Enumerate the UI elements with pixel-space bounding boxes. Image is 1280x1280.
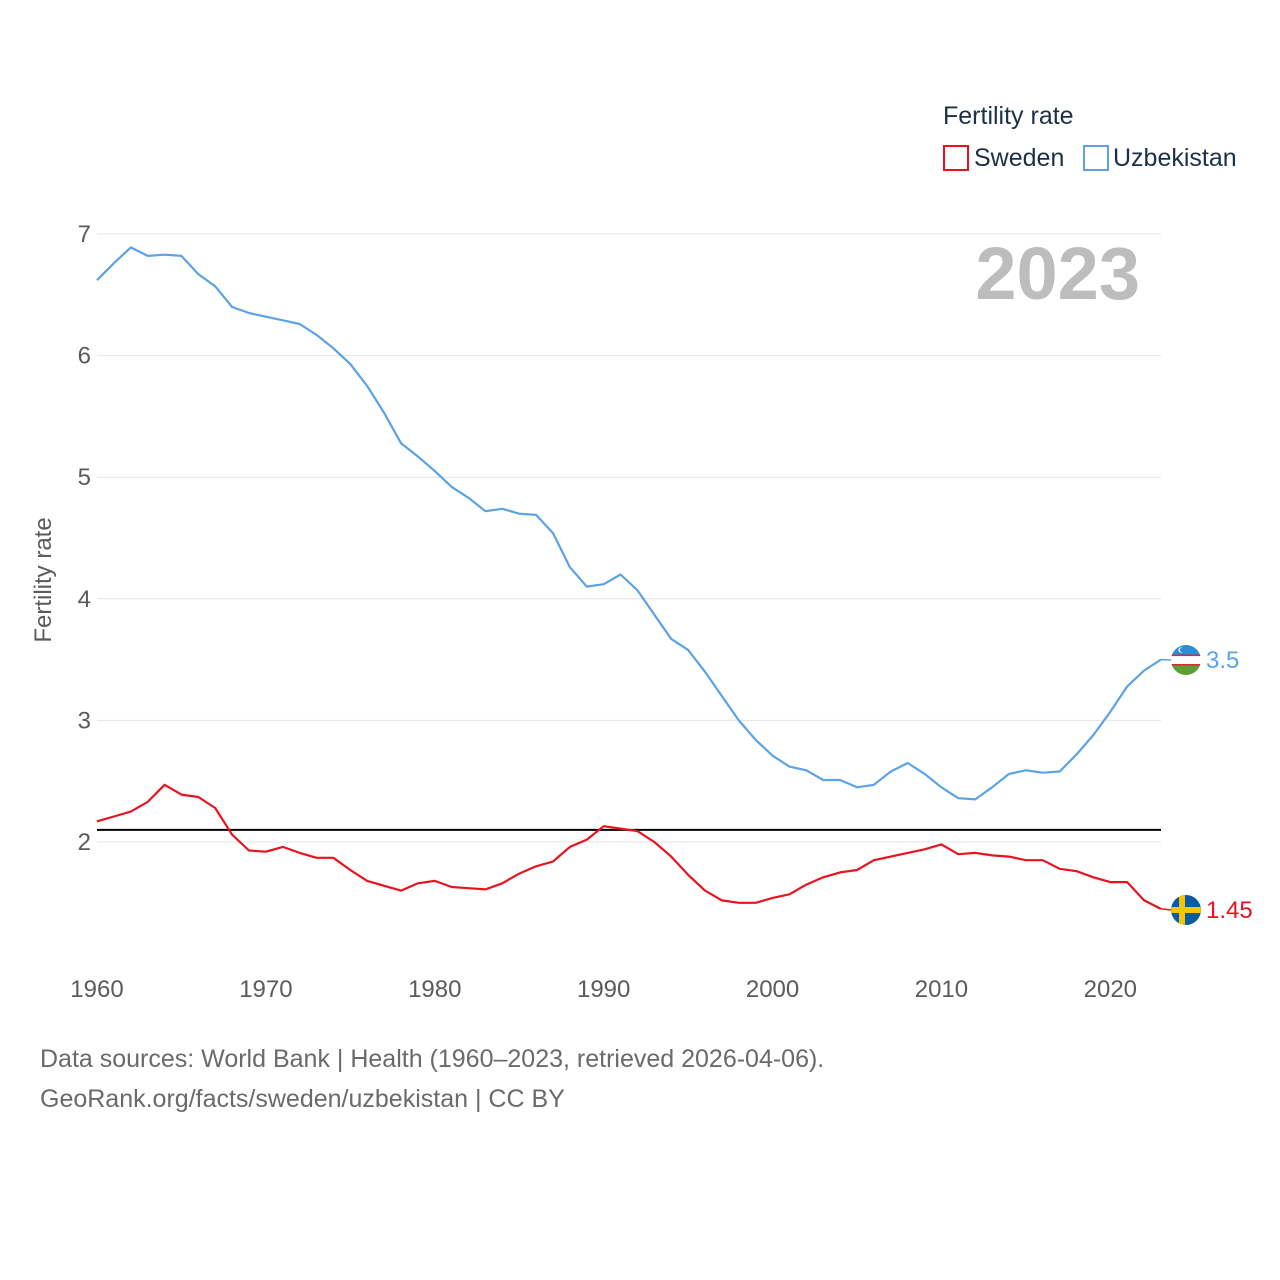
y-tick-label: 5 — [78, 464, 91, 491]
x-tick-label: 2020 — [1084, 976, 1137, 1003]
series-line-sweden[interactable] — [96, 783, 1162, 910]
x-tick-label: 2010 — [915, 976, 968, 1003]
legend-swatch-uzbekistan — [1083, 145, 1109, 171]
x-axis-ticks: 1960 1970 1980 1990 2000 2010 2020 — [70, 976, 1137, 1003]
end-value-sweden: 1.45 — [1206, 897, 1253, 924]
y-axis-ticks: 2 3 4 5 6 7 — [78, 221, 91, 856]
legend-label-uzbekistan: Uzbekistan — [1113, 144, 1237, 172]
x-tick-label: 1960 — [70, 976, 123, 1003]
uzbekistan-flag-icon — [1171, 645, 1201, 675]
x-tick-label: 1990 — [577, 976, 630, 1003]
sweden-flag-icon — [1171, 895, 1201, 925]
series-lines — [96, 246, 1162, 910]
y-axis-label: Fertility rate — [30, 517, 57, 642]
source-line-2[interactable]: GeoRank.org/facts/sweden/uzbekistan | CC… — [40, 1085, 565, 1113]
x-tick-label: 1970 — [239, 976, 292, 1003]
end-connector — [1160, 908, 1173, 911]
legend-title: Fertility rate — [943, 102, 1074, 130]
legend-label-sweden: Sweden — [974, 144, 1064, 172]
y-tick-label: 2 — [78, 829, 91, 856]
end-markers: 1.45 3.5 — [1160, 645, 1253, 925]
x-tick-label: 1980 — [408, 976, 461, 1003]
fertility-rate-chart: Fertility rate Sweden Uzbekistan Fertili… — [30, 102, 1253, 1003]
legend-swatch-sweden — [943, 145, 969, 171]
series-line-uzbekistan[interactable] — [96, 246, 1162, 801]
y-tick-label: 4 — [78, 586, 91, 613]
legend-item-sweden[interactable]: Sweden — [943, 144, 1064, 172]
y-tick-label: 7 — [78, 221, 91, 248]
gridlines — [97, 233, 1161, 843]
y-tick-label: 6 — [78, 343, 91, 370]
x-tick-label: 2000 — [746, 976, 799, 1003]
legend-item-uzbekistan[interactable]: Uzbekistan — [1083, 144, 1237, 172]
source-line-1: Data sources: World Bank | Health (1960–… — [40, 1045, 825, 1073]
year-indicator: 2023 — [975, 232, 1140, 315]
end-value-uzbekistan: 3.5 — [1206, 647, 1239, 674]
y-tick-label: 3 — [78, 707, 91, 734]
